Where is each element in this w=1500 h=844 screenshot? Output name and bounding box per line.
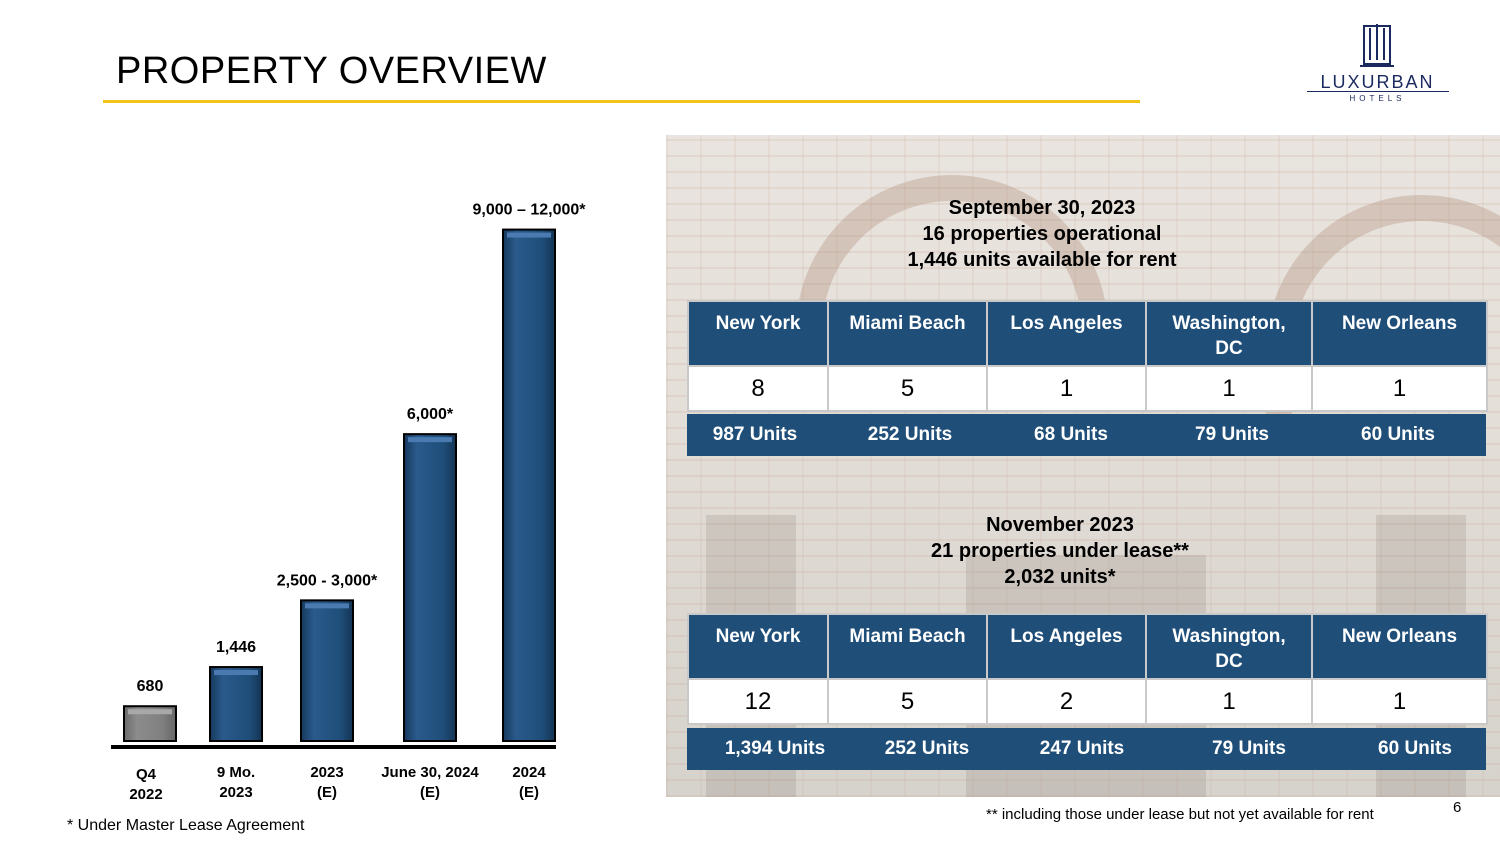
x-tick-label-4-0: 2024 bbox=[512, 764, 546, 781]
section2-properties: 21 properties under lease** bbox=[931, 540, 1189, 562]
bar-highlight-4 bbox=[507, 232, 551, 238]
page-number: 6 bbox=[1453, 799, 1462, 816]
section1-city-table: New York Miami Beach Los Angeles Washing… bbox=[687, 300, 1488, 412]
s2-units-washington: 79 Units bbox=[1212, 738, 1286, 759]
s1-units-new-orleans: 60 Units bbox=[1361, 424, 1435, 445]
s1-count-new-orleans: 1 bbox=[1311, 365, 1488, 412]
s1-count-washington: 1 bbox=[1145, 365, 1313, 412]
section2-city-table: New York Miami Beach Los Angeles Washing… bbox=[687, 613, 1488, 725]
s1-city-washington: Washington, DC bbox=[1145, 300, 1313, 367]
bar-2 bbox=[300, 599, 354, 742]
s2-city-new-orleans: New Orleans bbox=[1311, 613, 1488, 680]
section2-date: November 2023 bbox=[986, 514, 1134, 536]
bar-highlight-1 bbox=[214, 670, 258, 676]
section1-date: September 30, 2023 bbox=[948, 197, 1136, 219]
s1-city-new-york: New York bbox=[687, 300, 829, 367]
title-underline bbox=[103, 100, 1140, 103]
data-label-3: 6,000* bbox=[407, 406, 454, 423]
x-tick-label-2-0: 2023 bbox=[310, 764, 343, 781]
bar-4 bbox=[502, 228, 556, 742]
bar-highlight-0 bbox=[128, 709, 172, 715]
s2-count-new-york: 12 bbox=[687, 678, 829, 725]
x-tick-label-0-1: 2022 bbox=[129, 786, 162, 803]
s2-count-washington: 1 bbox=[1145, 678, 1313, 725]
data-label-2: 2,500 - 3,000* bbox=[277, 572, 378, 589]
data-label-0: 680 bbox=[137, 678, 164, 695]
s2-units-new-orleans: 60 Units bbox=[1378, 738, 1452, 759]
section1-units: 1,446 units available for rent bbox=[907, 249, 1177, 271]
s2-city-washington: Washington, DC bbox=[1145, 613, 1313, 680]
x-tick-label-3-0: June 30, 2024 bbox=[381, 764, 479, 781]
section2-units-bar: 1,394 Units 252 Units 247 Units 79 Units… bbox=[687, 728, 1486, 770]
bar-highlight-2 bbox=[305, 603, 349, 609]
luxurban-logo: LUXURBAN HOTELS bbox=[1300, 20, 1455, 105]
x-tick-label-3-1: (E) bbox=[420, 784, 440, 801]
footnote-master-lease: * Under Master Lease Agreement bbox=[67, 817, 305, 834]
s1-units-washington: 79 Units bbox=[1195, 424, 1269, 445]
section1-heading: September 30, 2023 16 properties operati… bbox=[792, 195, 1292, 273]
x-tick-label-1-1: 2023 bbox=[219, 784, 252, 801]
data-label-1: 1,446 bbox=[216, 639, 256, 656]
bar-1 bbox=[209, 666, 263, 742]
x-tick-label-4-1: (E) bbox=[519, 784, 539, 801]
logo-brand-text: LUXURBAN bbox=[1320, 72, 1435, 92]
section2-heading: November 2023 21 properties under lease*… bbox=[810, 512, 1310, 590]
s2-count-los-angeles: 2 bbox=[986, 678, 1147, 725]
s1-count-new-york: 8 bbox=[687, 365, 829, 412]
s2-units-miami-beach: 252 Units bbox=[884, 738, 970, 759]
s1-count-miami-beach: 5 bbox=[827, 365, 988, 412]
units-bar-chart: 680 Q4 2022 1,446 9 Mo. 2023 2,500 - 3,000* 202… bbox=[111, 202, 587, 803]
bar-highlight-3 bbox=[408, 437, 452, 443]
s1-units-miami-beach: 252 Units bbox=[867, 424, 953, 445]
footnote-lease-availability: ** including those under lease but not y… bbox=[986, 806, 1374, 823]
s2-city-new-york: New York bbox=[687, 613, 829, 680]
logo-divider bbox=[1307, 91, 1449, 92]
s2-units-new-york: 1,394 Units bbox=[724, 738, 826, 759]
bar-3 bbox=[403, 433, 457, 742]
s2-count-new-orleans: 1 bbox=[1311, 678, 1488, 725]
x-tick-label-1-0: 9 Mo. bbox=[217, 764, 255, 781]
s2-city-miami-beach: Miami Beach bbox=[827, 613, 988, 680]
data-label-4: 9,000 – 12,000* bbox=[473, 202, 587, 219]
x-tick-label-0-0: Q4 bbox=[136, 766, 157, 783]
s1-count-los-angeles: 1 bbox=[986, 365, 1147, 412]
s1-units-los-angeles: 68 Units bbox=[1034, 424, 1108, 445]
section2-units: 2,032 units* bbox=[1004, 566, 1116, 588]
s1-city-new-orleans: New Orleans bbox=[1311, 300, 1488, 367]
logo-subtext: HOTELS bbox=[1349, 94, 1406, 103]
s1-city-los-angeles: Los Angeles bbox=[986, 300, 1147, 367]
building-logo-icon bbox=[1360, 24, 1394, 67]
s2-units-los-angeles: 247 Units bbox=[1039, 738, 1125, 759]
x-tick-label-2-1: (E) bbox=[317, 784, 337, 801]
s1-city-miami-beach: Miami Beach bbox=[827, 300, 988, 367]
section1-properties: 16 properties operational bbox=[922, 223, 1162, 245]
section1-units-bar: 987 Units 252 Units 68 Units 79 Units 60… bbox=[687, 414, 1486, 456]
s2-count-miami-beach: 5 bbox=[827, 678, 988, 725]
s1-units-new-york: 987 Units bbox=[712, 424, 798, 445]
page-title: PROPERTY OVERVIEW bbox=[116, 50, 547, 92]
s2-city-los-angeles: Los Angeles bbox=[986, 613, 1147, 680]
